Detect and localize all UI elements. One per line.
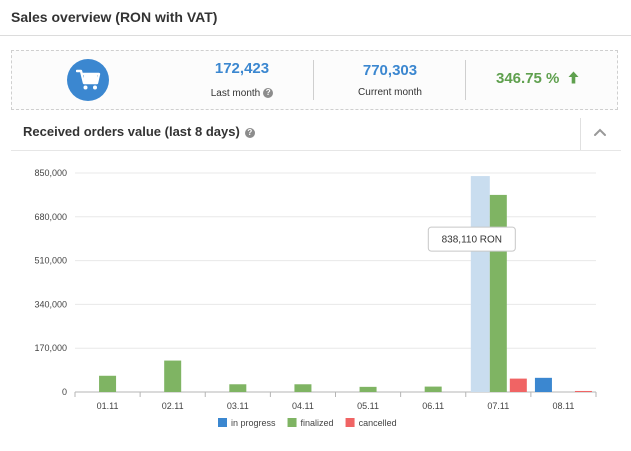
last-month-label-wrap: Last month?: [182, 88, 302, 99]
orders-chart: 0 170,000 340,000 510,000 680,000 850,000 01.1…: [34, 168, 597, 428]
current-month-label: Current month: [358, 87, 422, 98]
y-tick-label: 0: [62, 387, 67, 397]
x-tick-label: 02.11: [162, 401, 184, 411]
x-tick-label: 03.11: [227, 401, 249, 411]
legend-label: finalized: [301, 418, 334, 428]
x-tick-label: 06.11: [422, 401, 444, 411]
page-title: Sales overview (RON with VAT): [11, 9, 218, 25]
current-month-value: 770,303: [362, 62, 418, 79]
legend-label: in progress: [231, 418, 276, 428]
bar-finalized: [164, 360, 182, 392]
last-month-label: Last month: [210, 88, 261, 99]
panel-divider: [11, 150, 621, 151]
x-tick-label: 05.11: [357, 401, 379, 411]
legend-label: cancelled: [359, 418, 397, 428]
chart-panel-title: Received orders value (last 8 days): [23, 124, 240, 139]
help-icon[interactable]: ?: [244, 128, 255, 138]
chevron-up-icon[interactable]: [593, 125, 607, 137]
y-tick-label: 340,000: [34, 299, 67, 309]
bar-cancelled: [574, 390, 592, 392]
stats-panel: 172,423 Last month? 770,303 Current mont…: [11, 50, 618, 110]
divider: [465, 60, 466, 100]
tooltip-text: 838,110 RON: [442, 235, 502, 246]
bar-cancelled: [509, 378, 527, 392]
panel-header-divider: [580, 118, 581, 150]
legend-swatch: [345, 418, 355, 427]
cart-glyph: [76, 69, 101, 90]
bar-finalized: [229, 384, 247, 392]
bar-finalized: [359, 386, 377, 392]
y-tick-label: 850,000: [34, 168, 67, 178]
tooltip-box: [427, 226, 516, 252]
highlight-column: [470, 176, 490, 392]
cart-icon: [67, 59, 109, 101]
y-tick-label: 510,000: [34, 256, 67, 266]
bar-finalized: [424, 386, 442, 392]
legend-swatch: [218, 418, 227, 427]
chart-panel-title-wrap: Received orders value (last 8 days)?: [23, 124, 255, 139]
legend-swatch: [287, 418, 297, 427]
x-tick-label: 01.11: [97, 401, 119, 411]
divider: [313, 60, 314, 100]
bar-finalized: [99, 375, 117, 392]
x-tick-label: 08.11: [553, 401, 575, 411]
page-header: Sales overview (RON with VAT): [0, 0, 631, 36]
bar-finalized: [294, 384, 312, 392]
y-tick-label: 680,000: [34, 212, 67, 222]
arrow-up-icon: [568, 71, 579, 84]
last-month-value: 172,423: [214, 60, 270, 77]
y-tick-label: 170,000: [34, 343, 67, 353]
x-tick-label: 04.11: [292, 401, 314, 411]
change-value: 346.75 %: [496, 70, 560, 87]
bar-in-progress: [534, 377, 552, 392]
help-icon[interactable]: ?: [263, 88, 274, 98]
bar-finalized: [489, 194, 507, 392]
change-value-wrap: 346.75 %: [496, 70, 579, 87]
x-tick-label: 07.11: [487, 401, 509, 411]
